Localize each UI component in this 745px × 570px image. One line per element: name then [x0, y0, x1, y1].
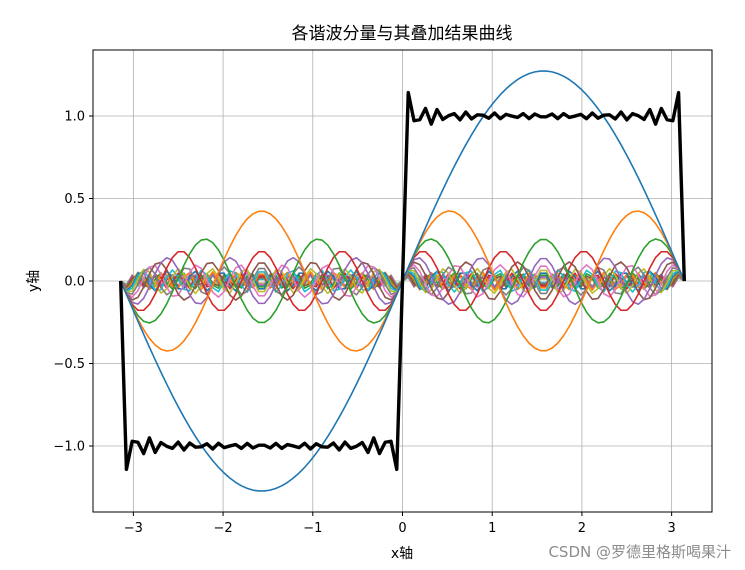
x-tick-label: 1 — [488, 521, 496, 536]
x-tick-label: −3 — [124, 521, 143, 536]
series-group — [118, 70, 687, 492]
y-tick-label: −1.0 — [53, 440, 85, 455]
sum-line — [118, 90, 687, 472]
x-axis-label: x轴 — [391, 546, 413, 562]
x-tick-label: −2 — [213, 521, 232, 536]
watermark: CSDN @罗德里格斯喝果汁 — [548, 543, 731, 561]
y-tick-label: 1.0 — [64, 110, 85, 125]
chart-title: 各谐波分量与其叠加结果曲线 — [292, 24, 513, 44]
x-tick-label: 2 — [578, 521, 586, 536]
y-tick-label: 0.0 — [64, 275, 85, 290]
y-axis-ticks: −1.0 −0.5 0.0 0.5 1.0 — [53, 110, 93, 455]
y-tick-label: 0.5 — [64, 192, 85, 207]
y-axis-label: y轴 — [26, 270, 42, 292]
x-tick-label: 3 — [667, 521, 675, 536]
y-tick-label: −0.5 — [53, 357, 85, 372]
x-tick-label: 0 — [398, 521, 406, 536]
x-axis-ticks: −3 −2 −1 0 1 2 3 — [124, 512, 676, 536]
x-tick-label: −1 — [303, 521, 322, 536]
